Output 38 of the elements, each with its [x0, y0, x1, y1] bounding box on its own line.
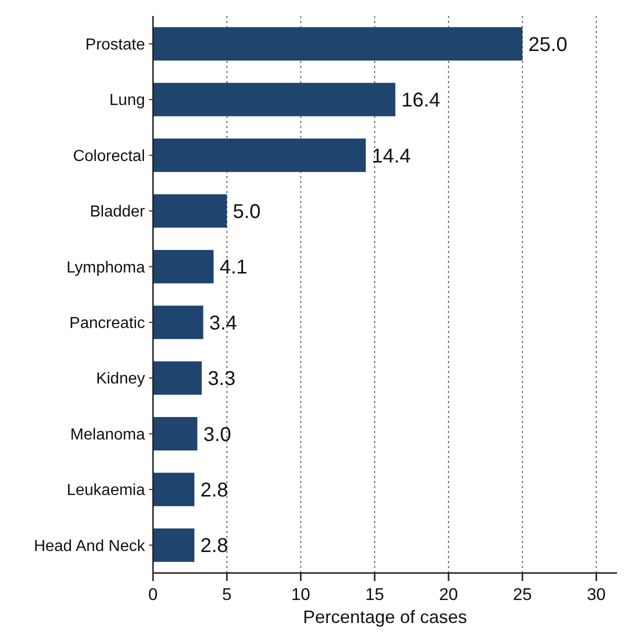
- y-tick-label: Kidney: [96, 370, 145, 388]
- bar: [153, 138, 366, 172]
- x-tick-label: 25: [512, 585, 532, 604]
- y-tick-label: Lung: [109, 92, 145, 110]
- data-label: 14.4: [372, 145, 411, 168]
- x-tick-label: 30: [586, 585, 606, 604]
- x-tick-label: 5: [222, 585, 232, 604]
- data-label: 2.8: [200, 535, 228, 558]
- data-label: 25.0: [528, 34, 568, 56]
- data-label: 4.1: [220, 256, 248, 279]
- x-tick-label: 10: [291, 585, 310, 604]
- bar: [153, 361, 202, 395]
- y-tick-label: Lymphoma: [66, 259, 146, 276]
- bar: [153, 27, 522, 61]
- bar: [153, 82, 396, 116]
- y-tick-label: Pancreatic: [69, 314, 145, 332]
- y-tick-label: Colorectal: [72, 148, 145, 165]
- x-tick-label: 15: [365, 585, 384, 604]
- bar: [153, 194, 227, 228]
- bar: [153, 306, 204, 340]
- data-label: 2.8: [200, 479, 228, 502]
- x-tick-label: 0: [148, 585, 158, 604]
- y-tick-label: Head And Neck: [34, 538, 146, 555]
- bar: [153, 250, 214, 284]
- y-tick-label: Leukaemia: [66, 482, 146, 500]
- bar: [153, 417, 198, 450]
- y-tick-label: Melanoma: [70, 426, 146, 444]
- y-tick-label: Bladder: [90, 204, 146, 221]
- data-label: 3.4: [209, 312, 238, 334]
- data-label: 3.0: [203, 424, 232, 446]
- x-axis-title: Percentage of cases: [302, 607, 468, 627]
- bar: [153, 528, 194, 562]
- data-label: 3.3: [208, 368, 236, 390]
- y-tick-label: Prostate: [85, 36, 146, 54]
- bar: [153, 472, 194, 506]
- data-label: 16.4: [401, 90, 440, 112]
- x-tick-label: 20: [439, 585, 458, 604]
- data-label: 5.0: [232, 200, 261, 223]
